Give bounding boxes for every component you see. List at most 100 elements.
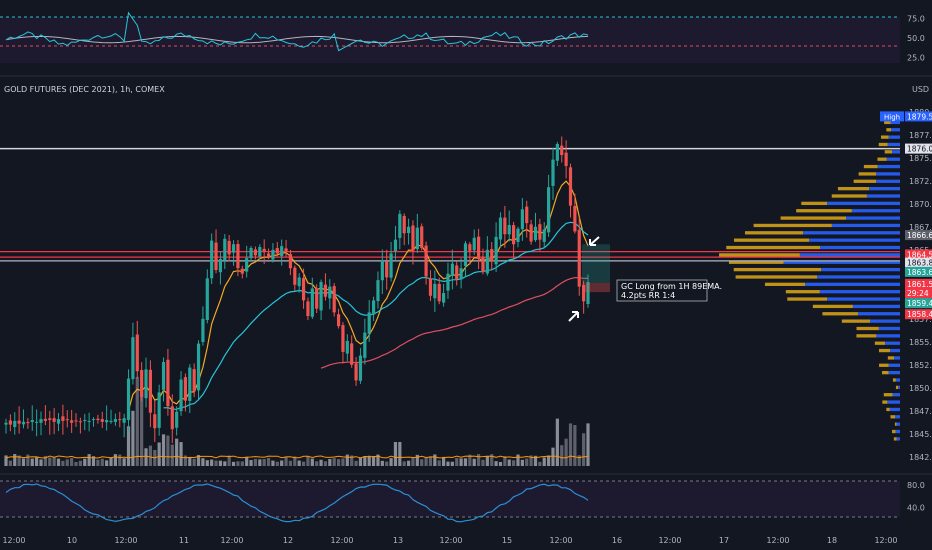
candle-body[interactable] bbox=[288, 253, 293, 269]
candle-body[interactable] bbox=[65, 419, 69, 421]
candle-body[interactable] bbox=[398, 213, 402, 238]
candle-body[interactable] bbox=[411, 225, 415, 251]
candle-body[interactable] bbox=[428, 278, 433, 296]
candle-body[interactable] bbox=[135, 334, 139, 372]
ema-mid-line[interactable] bbox=[163, 221, 589, 410]
candle-body[interactable] bbox=[371, 300, 376, 315]
candle-body[interactable] bbox=[503, 217, 507, 235]
candle-body[interactable] bbox=[153, 414, 157, 429]
top-oscillator-pane[interactable]: 75.0 50.0 25.0 bbox=[0, 11, 925, 63]
bottom-oscillator-pane[interactable]: 80.0 40.0 bbox=[0, 480, 925, 523]
candle-body[interactable] bbox=[280, 246, 284, 257]
candle-body[interactable] bbox=[105, 420, 109, 423]
candle-body[interactable] bbox=[516, 228, 520, 242]
candle-body[interactable] bbox=[26, 422, 30, 424]
ema-fast-line[interactable] bbox=[127, 180, 589, 411]
candle-body[interactable] bbox=[170, 406, 174, 430]
candle-body[interactable] bbox=[157, 392, 161, 428]
candle-body[interactable] bbox=[231, 244, 236, 253]
candle-body[interactable] bbox=[538, 224, 542, 240]
candle-body[interactable] bbox=[455, 265, 459, 280]
candle-body[interactable] bbox=[367, 312, 371, 334]
candle-body[interactable] bbox=[8, 420, 12, 425]
candle-body[interactable] bbox=[494, 236, 498, 265]
candle-body[interactable] bbox=[468, 244, 472, 251]
candle-body[interactable] bbox=[533, 226, 538, 241]
candle-body[interactable] bbox=[573, 206, 577, 232]
candle-body[interactable] bbox=[529, 224, 533, 242]
candle-body[interactable] bbox=[284, 248, 288, 252]
candle-body[interactable] bbox=[477, 236, 481, 259]
candle-body[interactable] bbox=[564, 152, 568, 167]
candle-body[interactable] bbox=[240, 268, 244, 274]
candle-body[interactable] bbox=[236, 243, 240, 269]
candle-body[interactable] bbox=[13, 420, 17, 428]
candle-body[interactable] bbox=[175, 411, 179, 428]
candle-body[interactable] bbox=[301, 278, 306, 301]
candle-body[interactable] bbox=[96, 418, 100, 420]
candle-body[interactable] bbox=[472, 237, 476, 251]
candle-body[interactable] bbox=[315, 288, 319, 309]
candle-body[interactable] bbox=[39, 419, 43, 423]
candle-body[interactable] bbox=[323, 284, 328, 297]
candle-body[interactable] bbox=[297, 277, 301, 287]
candle-body[interactable] bbox=[490, 249, 494, 262]
candle-body[interactable] bbox=[109, 420, 113, 423]
candle-body[interactable] bbox=[393, 239, 398, 252]
candle-body[interactable] bbox=[4, 422, 8, 425]
candle-body[interactable] bbox=[568, 167, 573, 206]
candle-body[interactable] bbox=[113, 419, 117, 422]
candle-body[interactable] bbox=[525, 206, 529, 224]
candle-body[interactable] bbox=[547, 187, 551, 233]
candle-body[interactable] bbox=[271, 249, 275, 260]
candle-body[interactable] bbox=[188, 367, 192, 401]
candle-body[interactable] bbox=[78, 421, 82, 423]
candle-body[interactable] bbox=[210, 240, 214, 279]
candle-body[interactable] bbox=[223, 238, 227, 261]
candle-body[interactable] bbox=[253, 249, 258, 256]
candle-body[interactable] bbox=[275, 248, 279, 254]
candle-body[interactable] bbox=[122, 418, 126, 423]
candle-body[interactable] bbox=[481, 256, 485, 272]
candle-body[interactable] bbox=[424, 245, 428, 277]
candle-body[interactable] bbox=[17, 420, 21, 424]
candle-body[interactable] bbox=[83, 420, 87, 422]
candle-body[interactable] bbox=[192, 369, 196, 392]
candle-body[interactable] bbox=[542, 229, 546, 242]
candle-body[interactable] bbox=[205, 278, 209, 320]
candle-body[interactable] bbox=[293, 267, 297, 285]
candle-body[interactable] bbox=[354, 363, 358, 381]
candle-body[interactable] bbox=[21, 421, 26, 425]
candle-body[interactable] bbox=[406, 226, 411, 234]
candle-body[interactable] bbox=[582, 285, 586, 302]
candle-body[interactable] bbox=[35, 421, 39, 423]
ema-slow-line[interactable] bbox=[320, 276, 589, 369]
candle-body[interactable] bbox=[56, 419, 61, 424]
candle-body[interactable] bbox=[577, 229, 581, 287]
candle-body[interactable] bbox=[345, 340, 349, 354]
candle-body[interactable] bbox=[131, 337, 135, 380]
candle-body[interactable] bbox=[385, 261, 389, 278]
candle-body[interactable] bbox=[463, 243, 468, 267]
candle-body[interactable] bbox=[332, 286, 336, 313]
candle-body[interactable] bbox=[498, 217, 503, 240]
candle-body[interactable] bbox=[363, 332, 367, 358]
candle-body[interactable] bbox=[61, 416, 65, 421]
candle-body[interactable] bbox=[441, 293, 446, 303]
candle-body[interactable] bbox=[183, 377, 188, 401]
candle-body[interactable] bbox=[218, 259, 223, 273]
candle-body[interactable] bbox=[266, 253, 271, 258]
candle-body[interactable] bbox=[70, 420, 74, 423]
candle-body[interactable] bbox=[144, 369, 148, 399]
candle-body[interactable] bbox=[166, 359, 170, 407]
candle-body[interactable] bbox=[389, 253, 393, 278]
position-stop-zone[interactable] bbox=[582, 282, 610, 293]
candle-body[interactable] bbox=[310, 288, 314, 317]
candle-body[interactable] bbox=[74, 420, 78, 422]
candle-body[interactable] bbox=[358, 355, 363, 381]
candle-body[interactable] bbox=[245, 258, 249, 272]
candle-body[interactable] bbox=[433, 283, 437, 299]
candle-body[interactable] bbox=[512, 225, 516, 245]
candle-body[interactable] bbox=[485, 249, 489, 274]
